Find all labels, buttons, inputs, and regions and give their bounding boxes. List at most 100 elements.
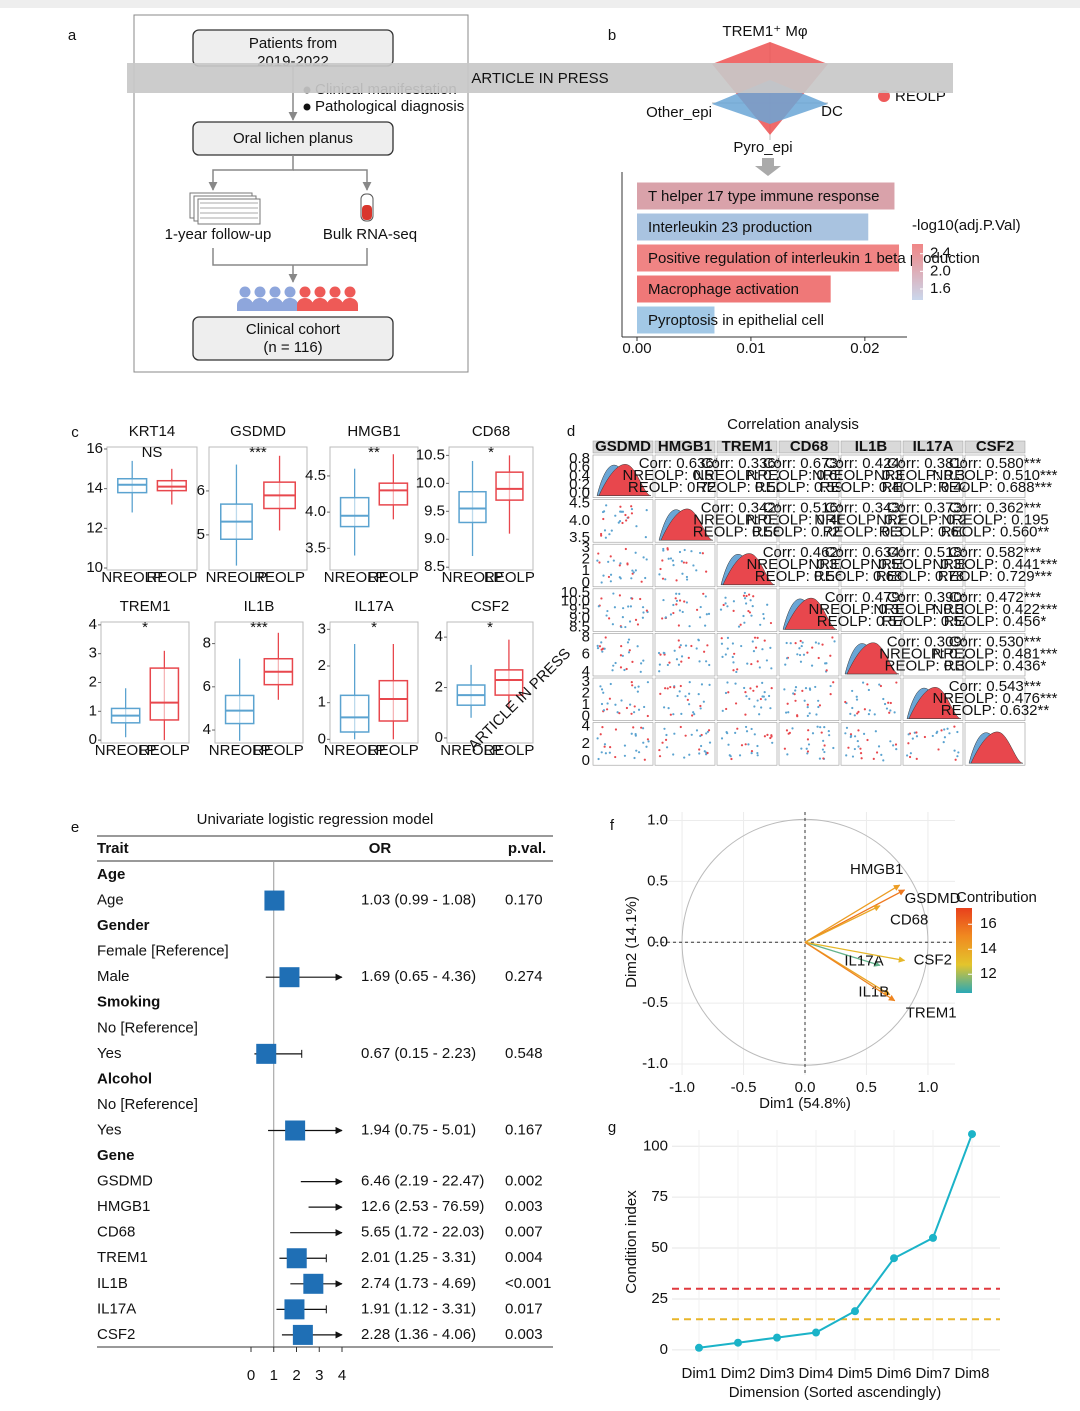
scatter-texture bbox=[606, 609, 609, 613]
p-text: 0.167 bbox=[505, 1121, 543, 1138]
scatter-texture bbox=[845, 754, 848, 757]
scatter-texture bbox=[658, 663, 661, 666]
tube-icon-fill bbox=[362, 205, 372, 220]
plot-title: CD68 bbox=[472, 423, 510, 440]
scatter-texture bbox=[640, 580, 643, 583]
flow-box bbox=[192, 316, 394, 361]
scatter-texture bbox=[609, 746, 612, 749]
scatter-texture bbox=[818, 757, 822, 760]
scatter-texture bbox=[610, 529, 613, 532]
significance: NS bbox=[142, 444, 163, 461]
scatter-texture bbox=[706, 730, 710, 733]
significance: * bbox=[487, 619, 493, 636]
cell bbox=[902, 499, 964, 543]
corr-text: REOLP: 0.688*** bbox=[938, 479, 1052, 496]
p-text: 0.274 bbox=[505, 968, 543, 985]
radar-label: DC bbox=[821, 103, 843, 120]
bar bbox=[637, 213, 869, 241]
y-tick-label: 3 bbox=[89, 645, 97, 662]
group-label: Age bbox=[97, 866, 125, 883]
scatter-texture bbox=[640, 726, 643, 729]
scatter-texture bbox=[734, 731, 737, 734]
scatter-texture bbox=[623, 668, 626, 672]
scatter-texture bbox=[806, 752, 809, 755]
scatter-texture bbox=[803, 699, 806, 702]
scatter-texture bbox=[672, 611, 675, 615]
scatter-texture bbox=[609, 573, 613, 576]
scatter-texture bbox=[612, 664, 615, 667]
x-axis-title: Dimension (Sorted ascendingly) bbox=[729, 1384, 942, 1401]
scatter-texture bbox=[664, 687, 667, 690]
scatter-texture bbox=[895, 748, 898, 751]
scatter-texture bbox=[673, 649, 676, 652]
person-icon bbox=[254, 286, 266, 298]
scatter-texture bbox=[628, 649, 631, 652]
scatter-texture bbox=[908, 755, 912, 759]
ci-text: 1.94 (0.75 - 5.01) bbox=[361, 1121, 476, 1138]
cell bbox=[592, 633, 654, 677]
scatter-texture bbox=[734, 682, 737, 685]
scatter-texture bbox=[788, 731, 791, 734]
scatter-texture bbox=[907, 733, 910, 736]
scatter-texture bbox=[612, 592, 615, 595]
y-tick-label: 10 bbox=[86, 559, 103, 576]
colorbar bbox=[956, 908, 972, 993]
scatter-texture bbox=[878, 683, 881, 686]
scatter-texture bbox=[771, 741, 774, 744]
scatter-texture bbox=[677, 639, 680, 642]
y-tick-label: 5 bbox=[197, 526, 205, 543]
scatter-texture bbox=[618, 564, 621, 567]
group-label: REOLP bbox=[484, 569, 535, 586]
group-label: Gender bbox=[97, 917, 150, 934]
density bbox=[598, 464, 652, 496]
cell bbox=[716, 722, 778, 766]
corr-text: REOLP: 0.783*** bbox=[876, 568, 990, 585]
scatter-texture bbox=[601, 647, 604, 650]
scatter-texture bbox=[604, 636, 607, 639]
variable-label: IL1B bbox=[858, 984, 889, 1001]
corr-text: NREOLP: 0.254* bbox=[876, 512, 990, 529]
scatter-texture bbox=[758, 666, 761, 669]
plot-title: HMGB1 bbox=[347, 423, 400, 440]
scatter-texture bbox=[909, 752, 912, 755]
y-tick-label: 0.0 bbox=[569, 485, 590, 502]
scatter-texture bbox=[686, 698, 689, 701]
scatter-texture bbox=[726, 681, 729, 684]
box bbox=[458, 490, 487, 524]
row-label: TREM1 bbox=[97, 1249, 148, 1266]
scatter-texture bbox=[867, 688, 870, 692]
x-tick-label: 0.5 bbox=[856, 1079, 877, 1096]
scatter-texture bbox=[641, 606, 645, 609]
scatter-texture bbox=[705, 613, 708, 616]
significance: ** bbox=[368, 444, 380, 461]
corr-text: REOLP: 0.395 bbox=[823, 524, 920, 541]
scatter-texture bbox=[727, 743, 730, 746]
scatter-texture bbox=[630, 732, 633, 735]
scatter-texture bbox=[853, 714, 856, 717]
y-tick-label: 0.2 bbox=[569, 476, 590, 493]
scatter-texture bbox=[624, 547, 627, 551]
scatter-texture bbox=[698, 616, 702, 619]
cell bbox=[840, 499, 902, 543]
x-tick-label: Dim4 bbox=[798, 1365, 833, 1382]
box bbox=[378, 679, 409, 722]
scatter-texture bbox=[623, 754, 627, 757]
scatter-texture bbox=[783, 747, 786, 750]
scatter-texture bbox=[911, 737, 914, 740]
scatter-texture bbox=[948, 732, 951, 735]
cell bbox=[902, 543, 964, 588]
scatter-texture bbox=[631, 597, 634, 600]
loading-arrow bbox=[804, 905, 881, 943]
scatter-texture bbox=[678, 646, 681, 649]
significance: *** bbox=[249, 444, 267, 461]
scatter-texture bbox=[666, 547, 669, 550]
scatter-texture bbox=[750, 662, 753, 666]
scatter-texture bbox=[621, 521, 624, 525]
scatter-texture bbox=[604, 536, 607, 539]
scatter-texture bbox=[753, 733, 756, 736]
scatter-texture bbox=[827, 729, 830, 733]
scatter-texture bbox=[635, 525, 638, 528]
scatter-texture bbox=[747, 743, 750, 746]
scatter-texture bbox=[953, 749, 956, 752]
cell bbox=[592, 499, 654, 543]
